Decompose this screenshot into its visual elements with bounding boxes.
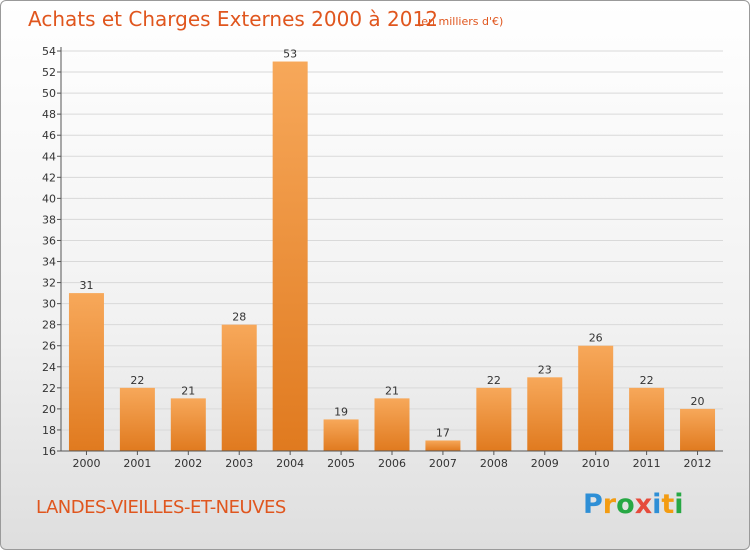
bar xyxy=(578,345,614,451)
y-tick-label: 50 xyxy=(42,87,56,100)
bar xyxy=(425,440,461,451)
data-label: 53 xyxy=(283,48,297,61)
bar xyxy=(476,387,512,451)
y-tick-label: 46 xyxy=(42,129,56,142)
logo-letter: x xyxy=(634,489,653,520)
y-tick-label: 24 xyxy=(42,361,56,374)
y-tick-label: 40 xyxy=(42,192,56,205)
y-tick-label: 30 xyxy=(42,298,56,311)
proxiti-logo[interactable]: Proxiti xyxy=(583,489,684,520)
data-label: 23 xyxy=(538,363,552,376)
axes xyxy=(57,47,723,455)
x-tick-label: 2008 xyxy=(480,457,508,470)
data-label: 22 xyxy=(640,374,654,387)
bar xyxy=(527,377,563,451)
bar xyxy=(119,387,155,451)
bar xyxy=(170,398,206,451)
data-label: 19 xyxy=(334,405,348,418)
labels: 16 18 20 22 24 26 28 30 32 34 36 38 40 42 44 46 48 50 52 54… xyxy=(42,45,712,470)
x-tick-label: 2006 xyxy=(378,457,406,470)
y-tick-label: 44 xyxy=(42,150,56,163)
x-tick-label: 2001 xyxy=(123,457,151,470)
grid-lines xyxy=(61,50,723,431)
logo-letter: P xyxy=(583,489,603,520)
data-label: 21 xyxy=(385,384,399,397)
x-tick-label: 2004 xyxy=(276,457,304,470)
x-tick-label: 2003 xyxy=(225,457,253,470)
y-tick-label: 48 xyxy=(42,108,56,121)
y-tick-label: 22 xyxy=(42,382,56,395)
bar xyxy=(680,408,716,451)
logo-letter: o xyxy=(616,489,635,520)
bar xyxy=(323,419,359,451)
bar xyxy=(221,324,257,451)
y-tick-label: 18 xyxy=(42,424,56,437)
data-label: 17 xyxy=(436,426,450,439)
bars xyxy=(68,61,716,452)
x-tick-label: 2012 xyxy=(684,457,712,470)
commune-name: LANDES-VIEILLES-ET-NEUVES xyxy=(36,497,286,518)
x-tick-label: 2002 xyxy=(174,457,202,470)
y-tick-label: 54 xyxy=(42,45,56,58)
bar xyxy=(629,387,665,451)
data-label: 22 xyxy=(130,374,144,387)
data-label: 28 xyxy=(232,311,246,324)
bar xyxy=(68,293,104,451)
x-tick-label: 2005 xyxy=(327,457,355,470)
data-label: 21 xyxy=(181,384,195,397)
y-tick-label: 20 xyxy=(42,403,56,416)
y-tick-label: 28 xyxy=(42,319,56,332)
bar xyxy=(374,398,410,451)
y-tick-label: 38 xyxy=(42,213,56,226)
logo-letter: i xyxy=(674,489,684,520)
logo-letter: i xyxy=(652,489,662,520)
y-tick-label: 26 xyxy=(42,340,56,353)
logo-letter: t xyxy=(661,489,675,520)
data-label: 22 xyxy=(487,374,501,387)
data-label: 20 xyxy=(691,395,705,408)
data-label: 31 xyxy=(79,279,93,292)
y-tick-label: 16 xyxy=(42,445,56,458)
chart-title: Achats et Charges Externes 2000 à 2012 xyxy=(28,7,438,31)
y-tick-label: 42 xyxy=(42,171,56,184)
y-tick-label: 52 xyxy=(42,66,56,79)
x-tick-label: 2009 xyxy=(531,457,559,470)
chart-unit: (en milliers d'€) xyxy=(417,15,504,28)
y-tick-label: 36 xyxy=(42,234,56,247)
y-tick-label: 32 xyxy=(42,277,56,290)
x-tick-label: 2011 xyxy=(633,457,661,470)
logo-letter: r xyxy=(602,489,617,520)
x-tick-label: 2010 xyxy=(582,457,610,470)
y-tick-label: 34 xyxy=(42,256,56,269)
data-label: 26 xyxy=(589,332,603,345)
bar xyxy=(272,61,308,452)
x-tick-label: 2000 xyxy=(72,457,100,470)
x-tick-label: 2007 xyxy=(429,457,457,470)
